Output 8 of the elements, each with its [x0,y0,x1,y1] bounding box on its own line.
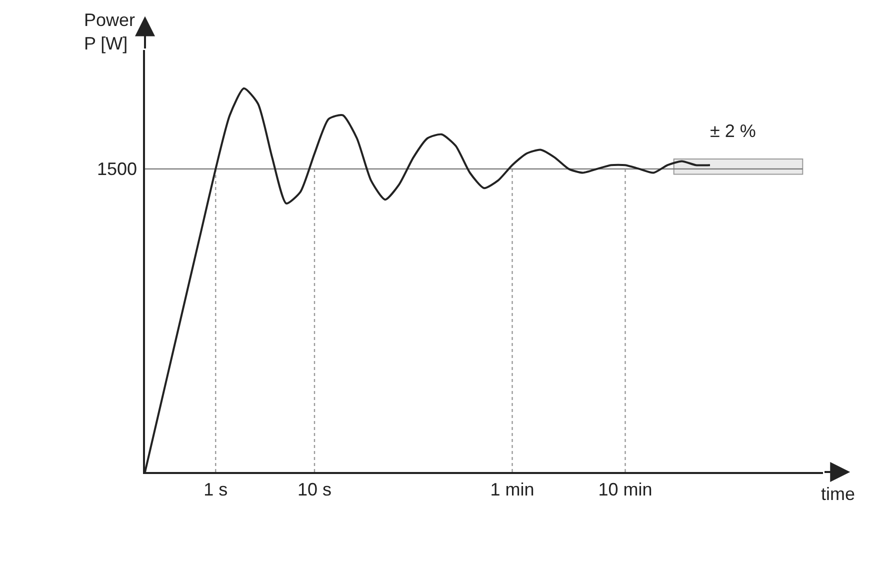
text: time [821,484,856,504]
x-tick-label: 1 min [490,480,534,500]
text: 1500 [97,159,138,179]
x-tick-label: 10 min [598,480,652,500]
x-tick-label: 10 s [297,480,332,500]
x-tick-label: 1 s [204,480,228,500]
y-axis-title: Power P [W] [84,10,136,54]
band-label: ± 2 % [710,121,756,141]
